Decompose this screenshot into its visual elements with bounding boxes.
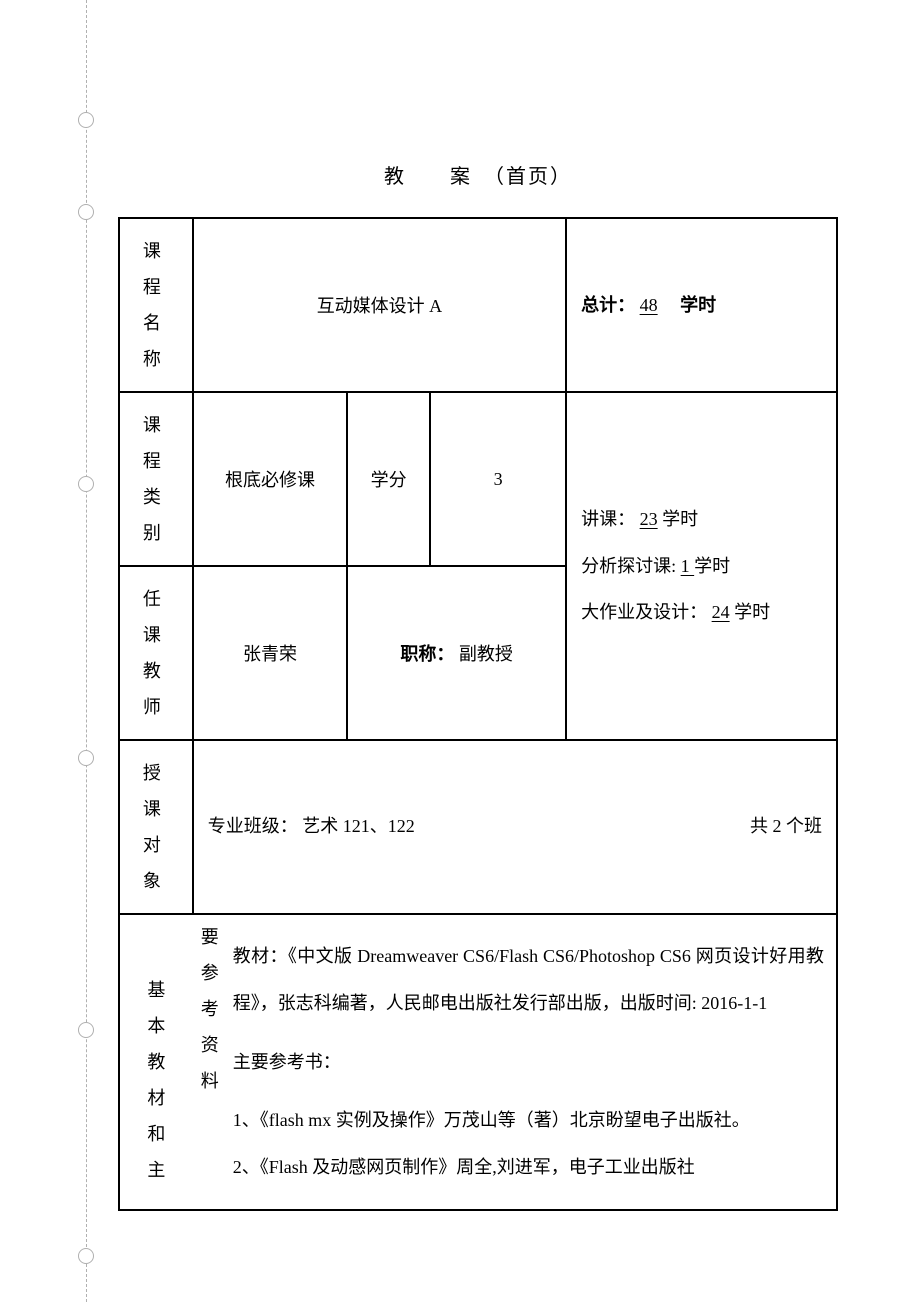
value-course-name: 互动媒体设计 A — [193, 218, 566, 392]
project-value: 24 — [712, 602, 730, 622]
value-audience: 专业班级： 艺术 121、122 共 2 个班 — [193, 740, 837, 914]
table-row: 基 本 教 材 和 主 要 参 考 资 料 教材：《中文版 Dreamweave… — [119, 914, 837, 1210]
total-value: 48 — [640, 295, 658, 315]
seminar-value: 1 — [681, 556, 695, 576]
lecture-unit: 学时 — [662, 509, 698, 529]
lecture-label: 讲课： — [581, 509, 635, 529]
seminar-unit: 学时 — [694, 556, 730, 576]
binding-ring-icon — [78, 1022, 94, 1038]
label-course-name: 课 程 名 称 — [119, 218, 193, 392]
table-row: 课 程 类 别 根底必修课 学分 3 讲课： 23 学时 分析探讨课: 1 学时… — [119, 392, 837, 566]
materials-body: 教材：《中文版 Dreamweaver CS6/Flash CS6/Photos… — [221, 915, 836, 1209]
value-teacher: 张青荣 — [193, 566, 347, 740]
document-page: 教 案 （首页） 课 程 名 称 互动媒体设计 A 总计： 48 学时 课 程 … — [118, 160, 838, 1211]
project-label: 大作业及设计： — [581, 602, 707, 622]
textbook-text: 教材：《中文版 Dreamweaver CS6/Flash CS6/Photos… — [233, 933, 824, 1027]
label-teacher: 任 课 教 师 — [119, 566, 193, 740]
value-title-rank: 职称： 副教授 — [347, 566, 566, 740]
lesson-plan-table: 课 程 名 称 互动媒体设计 A 总计： 48 学时 课 程 类 别 根底必修课… — [118, 217, 838, 1211]
materials-cell: 要 参 考 资 料 教材：《中文版 Dreamweaver CS6/Flash … — [193, 914, 837, 1210]
ref2-text: 2、《Flash 及动感网页制作》周全,刘进军，电子工业出版社 — [233, 1144, 824, 1191]
value-course-type: 根底必修课 — [193, 392, 347, 566]
binding-ring-icon — [78, 112, 94, 128]
summary-total-hours: 总计： 48 学时 — [566, 218, 837, 392]
seminar-label: 分析探讨课: — [581, 556, 676, 576]
label-credits: 学分 — [347, 392, 430, 566]
total-unit: 学时 — [662, 295, 716, 315]
ref1-text: 1、《flash mx 实例及操作》万茂山等（著）北京盼望电子出版社。 — [233, 1097, 824, 1144]
binding-dash-line — [86, 0, 87, 1302]
table-row: 课 程 名 称 互动媒体设计 A 总计： 48 学时 — [119, 218, 837, 392]
materials-col1: 基 本 教 材 和 主 — [147, 972, 165, 1188]
title-rank-label: 职称： — [400, 644, 454, 664]
materials-col2: 要 参 考 资 料 — [193, 915, 221, 1209]
major-value: 艺术 121、122 — [302, 816, 415, 836]
refs-label: 主要参考书： — [233, 1039, 824, 1086]
major-label: 专业班级： — [208, 816, 298, 836]
label-audience: 授 课 对 象 — [119, 740, 193, 914]
binding-ring-icon — [78, 204, 94, 220]
binding-ring-icon — [78, 1248, 94, 1264]
value-credits: 3 — [430, 392, 566, 566]
label-course-type: 课 程 类 别 — [119, 392, 193, 566]
total-label: 总计： — [581, 295, 635, 315]
class-count: 共 2 个班 — [750, 807, 822, 847]
binding-ring-icon — [78, 750, 94, 766]
title-rank-value: 副教授 — [459, 644, 513, 664]
project-unit: 学时 — [734, 602, 770, 622]
label-materials: 基 本 教 材 和 主 — [119, 914, 193, 1210]
binding-ring-icon — [78, 476, 94, 492]
table-row: 授 课 对 象 专业班级： 艺术 121、122 共 2 个班 — [119, 740, 837, 914]
page-title: 教 案 （首页） — [118, 160, 838, 189]
summary-hours-breakdown: 讲课： 23 学时 分析探讨课: 1 学时 大作业及设计： 24 学时 — [566, 392, 837, 740]
lecture-value: 23 — [640, 509, 658, 529]
